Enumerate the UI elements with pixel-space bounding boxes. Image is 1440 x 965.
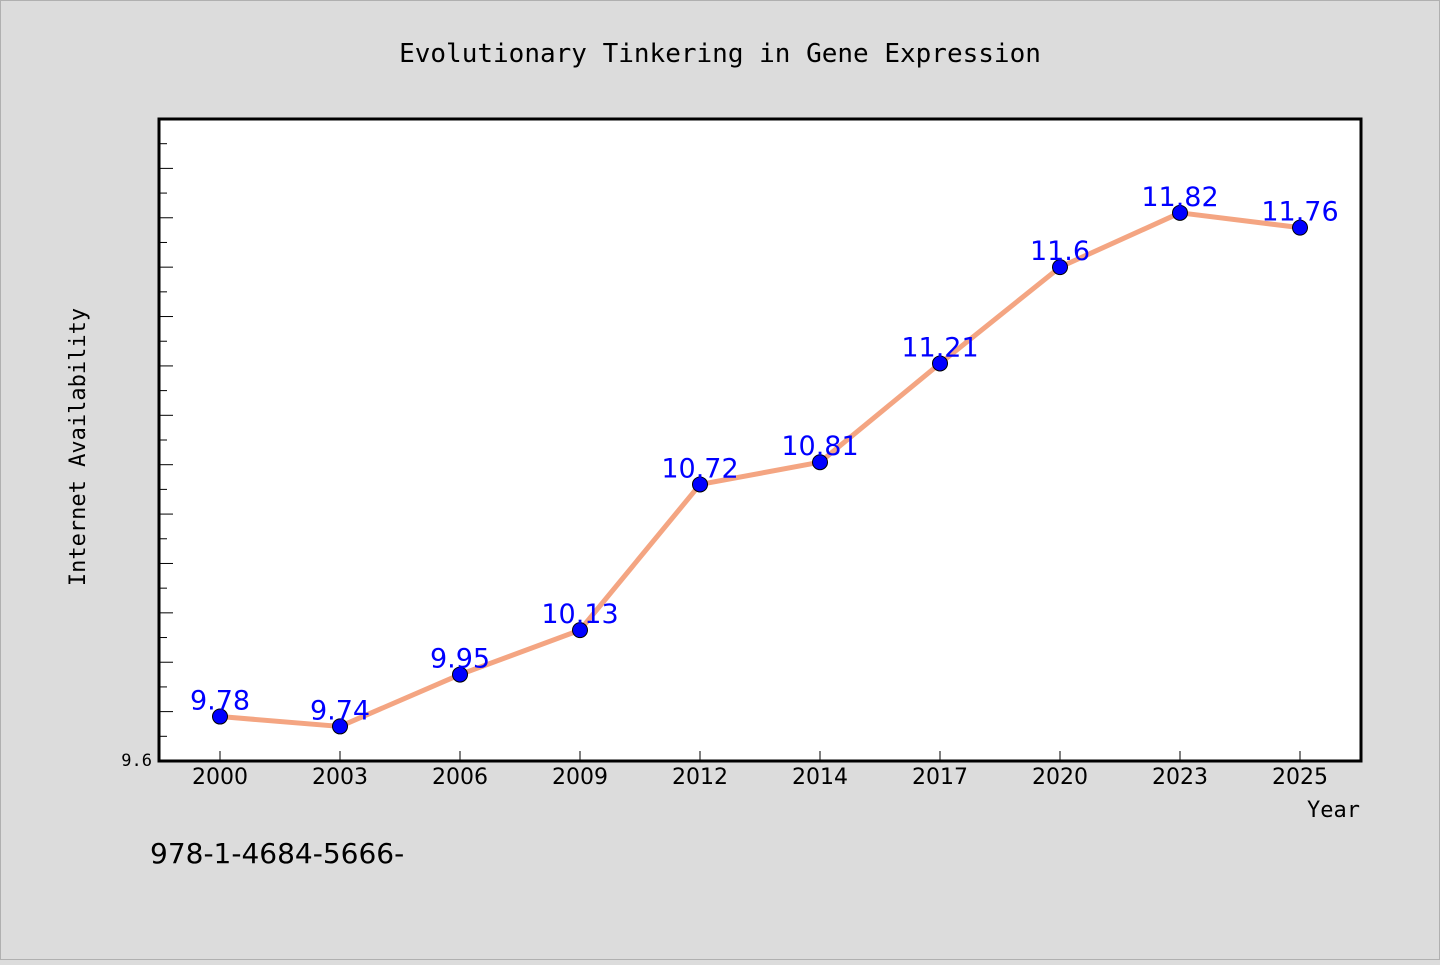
x-tick-label: 2009 [552,765,608,790]
x-axis-label: Year [1307,798,1360,823]
x-tick-label: 2014 [792,765,848,790]
data-point-marker [572,622,588,639]
data-point-marker [452,666,468,683]
footer-text: 978-1-4684-5666- [150,837,404,870]
x-tick-label: 2003 [312,765,368,790]
data-label: 10.81 [781,431,858,462]
x-axis-ticks [219,751,1301,761]
y-tick-label: 9.6 [121,751,152,771]
x-tick-label: 2025 [1272,765,1328,790]
data-point-marker [812,454,828,471]
x-tick-label: 2000 [192,765,248,790]
x-tick-label: 2006 [432,765,488,790]
x-tick-label: 2012 [672,765,728,790]
data-label: 11.6 [1030,236,1090,267]
series-line [217,210,1303,729]
data-point-marker [1292,219,1308,236]
data-label: 9.95 [430,644,490,675]
data-point-marker [1172,204,1188,221]
plot-area [157,117,1363,763]
chart-title: Evolutionary Tinkering in Gene Expressio… [399,39,1041,69]
data-point-marker [332,718,348,735]
data-label: 9.74 [310,695,370,726]
data-point-marker [212,708,228,725]
y-axis-ticks [159,118,173,762]
data-label: 10.13 [541,599,618,630]
data-label: 10.72 [661,453,738,484]
x-tick-label: 2017 [912,765,968,790]
data-label: 11.76 [1261,197,1338,228]
data-label: 11.21 [901,332,978,363]
data-series: 9.78 9.74 9.95 10.13 10.72 10.81 11.21 11.6 11.8… [190,182,1339,735]
x-tick-label: 2023 [1152,765,1208,790]
data-label: 11.82 [1141,182,1218,213]
data-point-marker [932,355,948,372]
data-point-marker [692,476,708,493]
y-axis-label: Internet Availability [66,308,91,586]
x-axis-tick-labels: 2000 2003 2006 2009 2012 2014 2017 2020 2023 2025 [192,765,1328,790]
data-label: 9.78 [190,686,250,717]
data-point-marker [1052,259,1068,276]
x-tick-label: 2020 [1032,765,1088,790]
